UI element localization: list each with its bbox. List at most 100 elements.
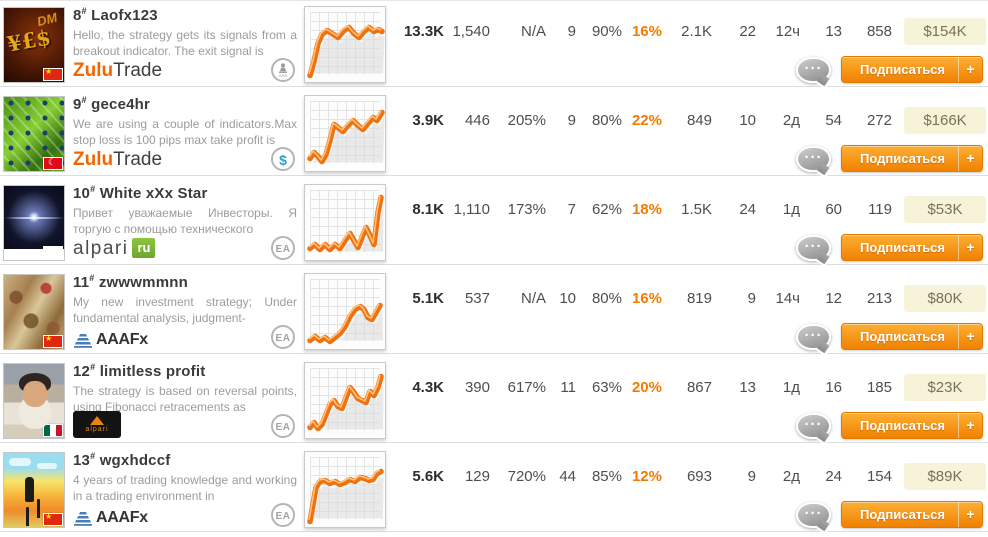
aaafx-logo[interactable]: AAAFx: [73, 509, 148, 527]
stat-value-highlight: 22%: [631, 111, 662, 129]
subscribe-button[interactable]: Подписаться +: [841, 56, 983, 83]
provider-name-link[interactable]: 13# wgxhdccf: [73, 451, 297, 469]
provider-info: 13# wgxhdccf 4 years of trading knowledg…: [73, 451, 297, 529]
performance-chart[interactable]: [304, 362, 386, 439]
alpari-ru-logo[interactable]: alpari ru: [73, 238, 156, 260]
stat-value: 390: [464, 378, 490, 396]
stat-value-highlight: 20%: [631, 378, 662, 396]
subscribe-button[interactable]: Подписаться +: [841, 145, 983, 172]
rank-hash: #: [81, 6, 87, 16]
stat-value: 720%: [507, 467, 546, 485]
spark-shadow: [312, 476, 384, 519]
stat-value: 24: [739, 200, 756, 218]
provider-avatar[interactable]: [3, 96, 65, 172]
zulutrade-logo[interactable]: ZuluTrade: [73, 60, 163, 81]
provider-info: 10# White xXx Star Привет уважаемые Инве…: [73, 184, 297, 262]
stat-value: 537: [464, 289, 490, 307]
logo-line: AAAFx EA: [73, 323, 297, 351]
plus-icon: +: [958, 57, 982, 82]
profit-badge: $166K: [904, 106, 986, 134]
plus-icon: +: [958, 413, 982, 438]
stat-value: 173%: [507, 200, 546, 218]
stat-value: 7: [567, 200, 576, 218]
stat-value: 22: [739, 22, 756, 40]
provider-avatar[interactable]: [3, 274, 65, 350]
rank-number: 11: [73, 274, 90, 291]
comments-icon[interactable]: [796, 145, 831, 172]
provider-name-link[interactable]: 9# gece4hr: [73, 95, 297, 113]
provider-avatar[interactable]: [3, 7, 65, 83]
spark-shadow: [312, 117, 385, 163]
stat-value: 10: [739, 111, 756, 129]
stat-value: 13: [739, 378, 756, 396]
subscribe-button[interactable]: Подписаться +: [841, 323, 983, 350]
provider-name: wgxhdccf: [99, 452, 171, 469]
stat-value: 44: [559, 467, 576, 485]
alpari-logo[interactable]: alpari: [73, 411, 121, 438]
performance-chart[interactable]: [304, 6, 386, 83]
comments-icon[interactable]: [796, 412, 831, 439]
stat-value: 9: [567, 22, 576, 40]
provider-avatar[interactable]: [3, 185, 65, 261]
provider-row: 11# zwwwmmnn My new investment strategy;…: [0, 268, 988, 354]
strategy-description: The strategy is based on reversal points…: [73, 384, 297, 414]
stat-value: 154: [866, 467, 892, 485]
stat-value: 867: [686, 378, 712, 396]
stat-value: 3.9K: [412, 111, 444, 129]
subscribe-button[interactable]: Подписаться +: [841, 412, 983, 439]
rank-hash: #: [90, 362, 96, 372]
comments-icon[interactable]: [796, 234, 831, 261]
performance-chart[interactable]: [304, 451, 386, 528]
provider-name-link[interactable]: 8# Laofx123: [73, 6, 297, 24]
performance-chart[interactable]: [304, 184, 386, 261]
performance-chart[interactable]: [304, 273, 386, 350]
stat-value: 1,110: [453, 200, 490, 218]
stat-value: 14ч: [775, 289, 801, 307]
stat-value: 2.1K: [681, 22, 712, 40]
comments-icon[interactable]: [796, 501, 831, 528]
provider-row: 8# Laofx123 Hello, the strategy gets its…: [0, 1, 988, 87]
stat-value: 12: [825, 289, 842, 307]
spark-line: [307, 194, 384, 253]
flag-mexico-icon: [43, 424, 63, 437]
performance-chart[interactable]: [304, 95, 386, 172]
provider-avatar[interactable]: [3, 452, 65, 528]
stat-value-highlight: 18%: [631, 200, 662, 218]
strategy-description: We are using a couple of indicators.Max …: [73, 117, 297, 147]
stat-value: 1.5K: [681, 200, 712, 218]
rank-number: 13: [73, 452, 91, 469]
spark-line: [307, 468, 384, 525]
aaafx-logo[interactable]: AAAFx: [73, 331, 148, 349]
subscribe-button[interactable]: Подписаться +: [841, 501, 983, 528]
profit-badge: $89K: [904, 462, 986, 490]
subscribe-button[interactable]: Подписаться +: [841, 234, 983, 261]
trader-badge-icon: AAA: [271, 58, 295, 82]
provider-row: 13# wgxhdccf 4 years of trading knowledg…: [0, 446, 988, 532]
plus-icon: +: [958, 235, 982, 260]
stat-value: 213: [866, 289, 892, 307]
provider-avatar[interactable]: [3, 363, 65, 439]
zulutrade-logo[interactable]: ZuluTrade: [73, 149, 163, 170]
comments-icon[interactable]: [796, 323, 831, 350]
stats-row: 3.9K 446 205% 9 80% 22% 849 10 2д 54 272 $166K: [388, 106, 986, 134]
provider-row: 12# limitless profit The strategy is bas…: [0, 357, 988, 443]
profit-badge: $23K: [904, 373, 986, 401]
aaafx-pyramid-icon: [74, 511, 92, 526]
stat-value: 16: [825, 378, 842, 396]
strategy-description: 4 years of trading knowledge and working…: [73, 473, 297, 503]
provider-info: 12# limitless profit The strategy is bas…: [73, 362, 297, 440]
stat-value: 9: [747, 289, 756, 307]
rank-hash: #: [81, 95, 87, 105]
flag-china-icon: [43, 67, 63, 81]
provider-name-link[interactable]: 11# zwwwmmnn: [73, 273, 297, 291]
provider-name-link[interactable]: 12# limitless profit: [73, 362, 297, 380]
stat-value: 2д: [782, 467, 800, 485]
stat-value: 10: [559, 289, 576, 307]
provider-name-link[interactable]: 10# White xXx Star: [73, 184, 297, 202]
logo-line: ZuluTrade AAA: [73, 56, 297, 84]
stat-value: 9: [747, 467, 756, 485]
spark-highlight: [308, 25, 382, 75]
ea-badge-icon: EA: [271, 503, 295, 527]
rank-hash: #: [90, 451, 96, 461]
comments-icon[interactable]: [796, 56, 831, 83]
